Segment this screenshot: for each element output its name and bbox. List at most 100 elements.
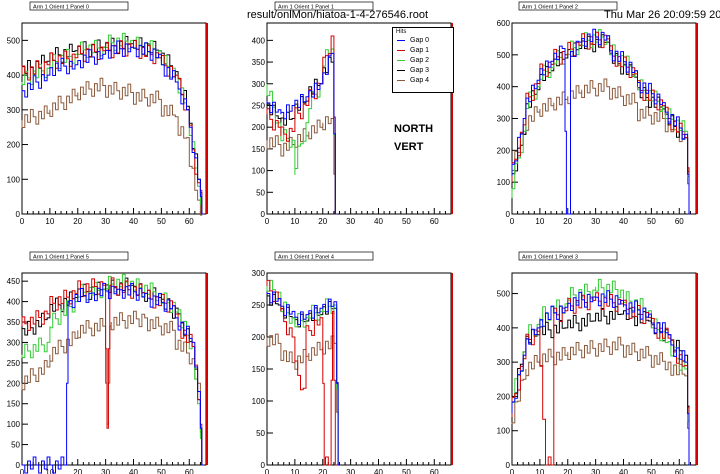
y-tick-label: 0 (261, 461, 266, 470)
x-tick-label: 30 (101, 468, 110, 474)
series-line-gap4 (21, 77, 204, 216)
timestamp: Thu Mar 26 20:09:59 2009 (604, 9, 720, 21)
x-tick-label: 50 (157, 217, 166, 226)
y-tick-label: 0 (261, 210, 266, 219)
annotation-north: NORTH (394, 123, 434, 135)
x-tick-label: 0 (20, 468, 25, 474)
y-tick-label: 150 (7, 400, 21, 409)
x-tick-label: 40 (374, 468, 383, 474)
y-tick-label: 50 (11, 441, 20, 450)
legend-item-gap3: Gap 3 (397, 66, 451, 75)
series-line-gap0 (21, 40, 204, 215)
y-tick-label: 200 (497, 392, 511, 401)
y-tick-label: 0 (16, 210, 21, 219)
y-tick-label: 300 (7, 338, 21, 347)
panel-title: Arm 1 Orient 1 Panel 5 (33, 255, 89, 261)
y-tick-label: 50 (256, 429, 265, 438)
y-tick-label: 50 (256, 188, 265, 197)
x-tick-label: 50 (647, 468, 656, 474)
y-tick-label: 200 (252, 333, 266, 342)
annotation-vert: VERT (394, 141, 424, 153)
panel-title: Arm 1 Orient 1 Panel 4 (278, 255, 334, 261)
x-tick-label: 40 (374, 217, 383, 226)
x-tick-label: 30 (346, 468, 355, 474)
y-tick-label: 350 (252, 58, 266, 67)
series-line-gap1 (266, 35, 337, 215)
x-tick-label: 20 (73, 217, 82, 226)
panel-title-box (274, 1, 374, 11)
y-tick-label: 200 (252, 123, 266, 132)
y-tick-label: 300 (252, 269, 266, 278)
x-tick-label: 40 (129, 468, 138, 474)
x-tick-label: 20 (563, 217, 572, 226)
series-line-gap0 (266, 291, 340, 466)
y-tick-label: 250 (252, 301, 266, 310)
y-tick-label: 250 (252, 101, 266, 110)
y-tick-label: 500 (7, 36, 21, 45)
y-tick-label: 450 (7, 277, 21, 286)
y-tick-label: 100 (7, 175, 21, 184)
y-tick-label: 400 (7, 298, 21, 307)
x-tick-label: 0 (265, 217, 270, 226)
legend-label-gap0: Gap 0 (410, 37, 430, 44)
x-tick-label: 20 (73, 468, 82, 474)
panel-title-box (29, 1, 129, 11)
y-tick-label: 200 (7, 141, 21, 150)
series-line-gap4 (266, 333, 340, 466)
x-tick-label: 60 (675, 468, 684, 474)
x-tick-label: 20 (318, 468, 327, 474)
x-tick-label: 60 (430, 468, 439, 474)
y-tick-label: 500 (497, 290, 511, 299)
y-tick-label: 300 (252, 80, 266, 89)
legend-label-gap3: Gap 3 (410, 67, 430, 74)
x-tick-label: 10 (45, 468, 54, 474)
y-tick-label: 300 (7, 106, 21, 115)
series-line-gap0 (266, 52, 337, 215)
y-tick-label: 400 (252, 36, 266, 45)
legend-label-gap2: Gap 2 (410, 57, 430, 64)
x-tick-label: 0 (20, 217, 25, 226)
x-tick-label: 10 (45, 217, 54, 226)
legend-title: Hits (396, 29, 407, 35)
legend: Hits Gap 0 Gap 1 Gap 2 Gap 3 Gap 4 (392, 27, 454, 93)
x-tick-label: 10 (535, 468, 544, 474)
legend-item-gap2: Gap 2 (397, 56, 451, 65)
x-tick-label: 50 (647, 217, 656, 226)
panel-title-box (518, 1, 618, 11)
y-tick-label: 200 (497, 146, 511, 155)
panel-title: Arm 1 Orient 1 Panel 2 (522, 5, 578, 11)
panel-title: Arm 1 Orient 1 Panel 1 (278, 5, 334, 11)
x-tick-label: 10 (535, 217, 544, 226)
y-tick-label: 250 (7, 359, 21, 368)
legend-label-gap4: Gap 4 (410, 77, 430, 84)
panel-title-box (518, 251, 618, 261)
x-tick-label: 30 (591, 217, 600, 226)
series-line-gap0 (511, 28, 691, 215)
panel-title-box (274, 251, 374, 261)
file-name: result/onlMon/hiatoa-1-4-276546.root (247, 9, 429, 21)
x-tick-label: 0 (510, 468, 515, 474)
y-tick-label: 500 (497, 51, 511, 60)
x-tick-label: 20 (318, 217, 327, 226)
panel-title: Arm 1 Orient 1 Panel 3 (522, 255, 578, 261)
y-tick-label: 100 (7, 420, 21, 429)
y-tick-label: 150 (252, 145, 266, 154)
legend-item-gap0: Gap 0 (397, 36, 451, 45)
x-tick-label: 40 (619, 468, 628, 474)
legend-item-gap1: Gap 1 (397, 46, 451, 55)
x-tick-label: 0 (265, 468, 270, 474)
y-tick-label: 350 (7, 318, 21, 327)
y-tick-label: 300 (497, 115, 511, 124)
x-tick-label: 30 (101, 217, 110, 226)
x-tick-label: 10 (290, 217, 299, 226)
legend-item-gap4: Gap 4 (397, 76, 451, 85)
series-line-gap4 (21, 310, 204, 466)
x-tick-label: 50 (157, 468, 166, 474)
y-tick-label: 300 (497, 358, 511, 367)
y-tick-label: 0 (16, 461, 21, 470)
x-tick-label: 60 (675, 217, 684, 226)
x-tick-label: 50 (402, 468, 411, 474)
y-tick-label: 100 (252, 397, 266, 406)
x-tick-label: 60 (185, 217, 194, 226)
